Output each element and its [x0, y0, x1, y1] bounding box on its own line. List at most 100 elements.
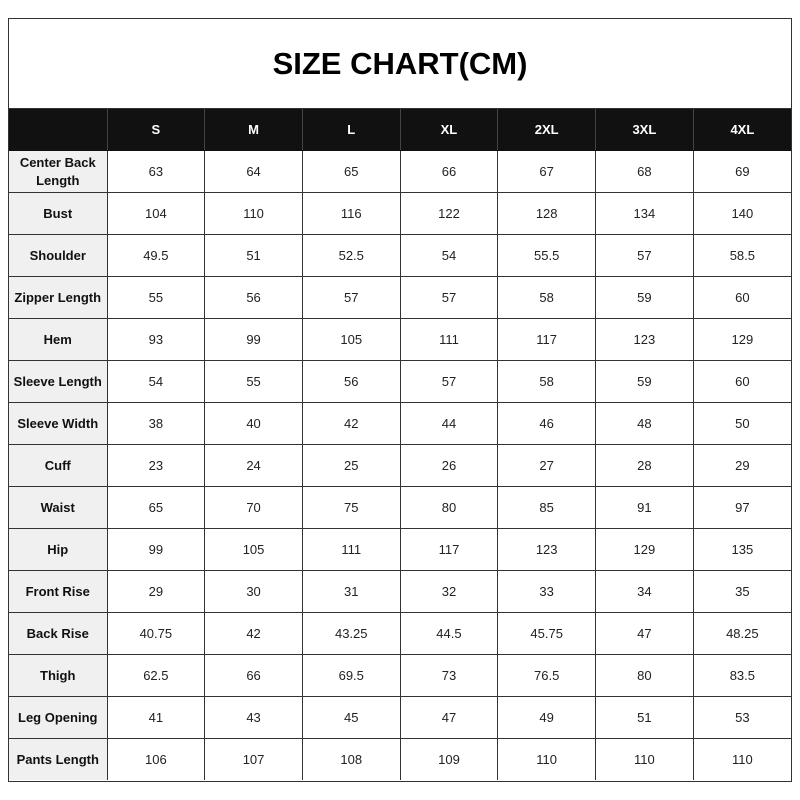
measurement-cell: 57 [399, 360, 499, 403]
measurement-cell: 57 [399, 276, 499, 319]
table-row: Waist 65 70 75 80 85 91 97 [9, 486, 791, 529]
measurement-cell: 134 [595, 192, 694, 235]
row-label: Cuff [9, 444, 108, 487]
table-row: Hem 93 99 105 111 117 123 129 [9, 318, 791, 361]
measurement-cell: 49 [497, 696, 597, 739]
measurement-cell: 105 [301, 318, 401, 361]
measurement-cell: 110 [595, 738, 694, 780]
measurement-cell: 69 [692, 150, 791, 193]
measurement-cell: 33 [497, 570, 597, 613]
measurement-cell: 54 [399, 234, 499, 277]
measurement-cell: 99 [106, 528, 206, 571]
measurement-cell: 46 [497, 402, 597, 445]
measurement-cell: 56 [301, 360, 401, 403]
measurement-cell: 53 [692, 696, 791, 739]
measurement-cell: 60 [692, 276, 791, 319]
measurement-cell: 65 [106, 486, 206, 529]
measurement-cell: 129 [595, 528, 694, 571]
measurement-cell: 58 [497, 360, 597, 403]
table-row: Bust 104 110 116 122 128 134 140 [9, 192, 791, 235]
measurement-cell: 123 [497, 528, 597, 571]
row-label: Front Rise [9, 570, 108, 613]
measurement-cell: 56 [204, 276, 303, 319]
measurement-cell: 49.5 [106, 234, 206, 277]
table-row: Center Back Length 63 64 65 66 67 68 69 [9, 150, 791, 193]
measurement-cell: 42 [204, 612, 303, 655]
measurement-cell: 106 [106, 738, 206, 780]
measurement-cell: 105 [204, 528, 303, 571]
measurement-cell: 50 [692, 402, 791, 445]
header-row: S M L XL 2XL 3XL 4XL [9, 109, 791, 151]
measurement-cell: 63 [106, 150, 206, 193]
size-header-s: S [106, 109, 206, 151]
size-header-4xl: 4XL [692, 109, 791, 151]
table-row: Pants Length 106 107 108 109 110 110 110 [9, 738, 791, 780]
measurement-cell: 48 [595, 402, 694, 445]
measurement-cell: 35 [692, 570, 791, 613]
measurement-cell: 57 [595, 234, 694, 277]
measurement-cell: 111 [301, 528, 401, 571]
measurement-cell: 83.5 [692, 654, 791, 697]
measurement-cell: 97 [692, 486, 791, 529]
measurement-cell: 24 [204, 444, 303, 487]
size-header-2xl: 2XL [497, 109, 597, 151]
table-row: Sleeve Width 38 40 42 44 46 48 50 [9, 402, 791, 445]
measurement-cell: 55 [106, 276, 206, 319]
measurement-cell: 54 [106, 360, 206, 403]
row-label: Waist [9, 486, 108, 529]
measurement-cell: 45 [301, 696, 401, 739]
chart-title: SIZE CHART(CM) [9, 19, 791, 109]
measurement-cell: 104 [106, 192, 206, 235]
row-label: Pants Length [9, 738, 108, 780]
table-row: Thigh 62.5 66 69.5 73 76.5 80 83.5 [9, 654, 791, 697]
measurement-cell: 135 [692, 528, 791, 571]
row-label: Leg Opening [9, 696, 108, 739]
measurement-cell: 25 [301, 444, 401, 487]
table-row: Leg Opening 41 43 45 47 49 51 53 [9, 696, 791, 739]
measurement-cell: 23 [106, 444, 206, 487]
measurement-cell: 43 [204, 696, 303, 739]
table-row: Front Rise 29 30 31 32 33 34 35 [9, 570, 791, 613]
size-table: S M L XL 2XL 3XL 4XL Center Back Length 63 64 65 6… [9, 109, 791, 780]
measurement-cell: 45.75 [497, 612, 597, 655]
measurement-cell: 117 [497, 318, 597, 361]
measurement-cell: 62.5 [106, 654, 206, 697]
measurement-cell: 108 [301, 738, 401, 780]
measurement-cell: 52.5 [301, 234, 401, 277]
size-header-3xl: 3XL [595, 109, 694, 151]
header-corner-cell [9, 109, 108, 151]
row-label: Thigh [9, 654, 108, 697]
row-label: Center Back Length [9, 150, 108, 193]
measurement-cell: 76.5 [497, 654, 597, 697]
measurement-cell: 58.5 [692, 234, 791, 277]
measurement-cell: 80 [595, 654, 694, 697]
measurement-cell: 70 [204, 486, 303, 529]
measurement-cell: 27 [497, 444, 597, 487]
measurement-cell: 47 [595, 612, 694, 655]
measurement-cell: 32 [399, 570, 499, 613]
measurement-cell: 44 [399, 402, 499, 445]
measurement-cell: 69.5 [301, 654, 401, 697]
measurement-cell: 51 [204, 234, 303, 277]
table-row: Shoulder 49.5 51 52.5 54 55.5 57 58.5 [9, 234, 791, 277]
measurement-cell: 55 [204, 360, 303, 403]
measurement-cell: 116 [301, 192, 401, 235]
row-label: Hip [9, 528, 108, 571]
measurement-cell: 107 [204, 738, 303, 780]
measurement-cell: 29 [106, 570, 206, 613]
measurement-cell: 110 [497, 738, 597, 780]
row-label: Zipper Length [9, 276, 108, 319]
row-label: Hem [9, 318, 108, 361]
row-label: Sleeve Width [9, 402, 108, 445]
measurement-cell: 66 [204, 654, 303, 697]
size-header-xl: XL [399, 109, 499, 151]
measurement-cell: 57 [301, 276, 401, 319]
measurement-cell: 66 [399, 150, 499, 193]
measurement-cell: 123 [595, 318, 694, 361]
measurement-cell: 110 [692, 738, 791, 780]
measurement-cell: 48.25 [692, 612, 791, 655]
measurement-cell: 109 [399, 738, 499, 780]
measurement-cell: 29 [692, 444, 791, 487]
measurement-cell: 59 [595, 276, 694, 319]
table-row: Back Rise 40.75 42 43.25 44.5 45.75 47 48.25 [9, 612, 791, 655]
